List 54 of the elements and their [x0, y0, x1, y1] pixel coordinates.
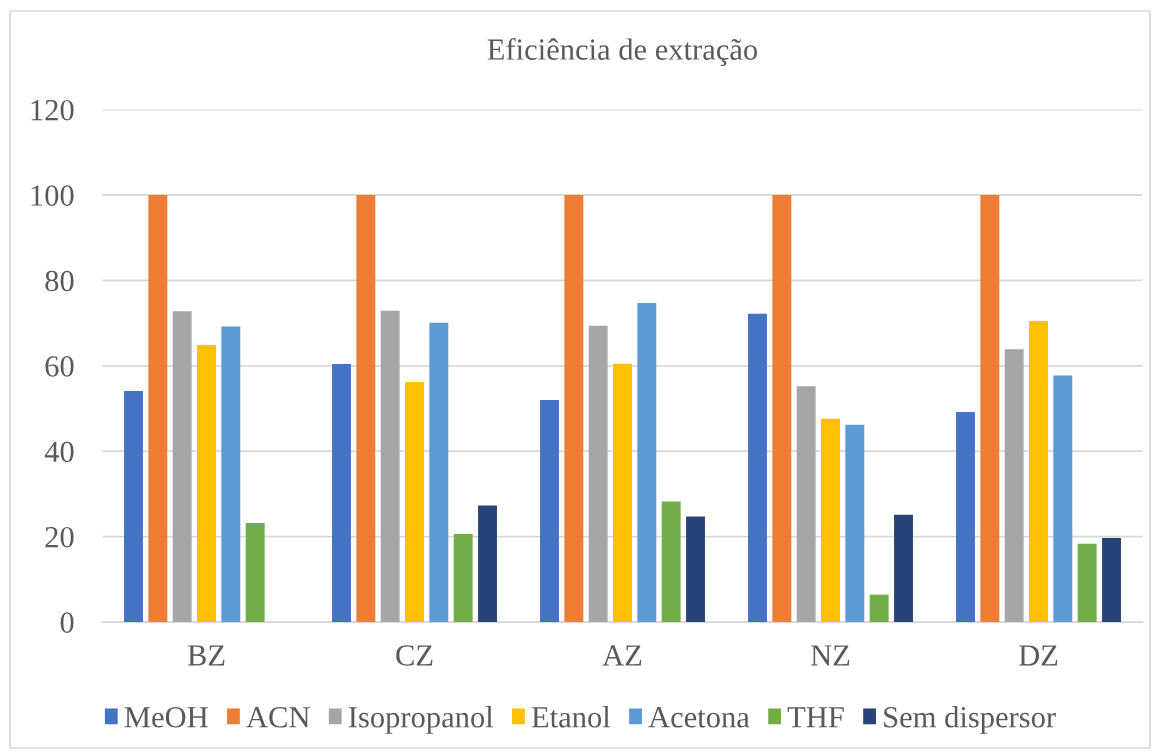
legend-label: MeOH — [124, 707, 208, 728]
x-tick-label: AZ — [602, 645, 642, 666]
bar — [894, 514, 913, 622]
bar — [429, 322, 449, 622]
bar — [1102, 537, 1121, 622]
y-tick-label: 80 — [45, 270, 74, 292]
bar — [1053, 375, 1073, 622]
bar — [148, 195, 168, 622]
bar — [405, 382, 424, 622]
y-tick-label: 120 — [31, 99, 74, 121]
legend-label: Etanol — [531, 706, 611, 728]
chart-title: Eficiência de extração — [487, 38, 758, 67]
legend-label: THF — [787, 707, 844, 728]
bar — [588, 325, 608, 622]
bar — [613, 363, 632, 622]
bar — [637, 303, 657, 622]
x-tick-label: BZ — [187, 645, 225, 666]
bar — [453, 534, 473, 622]
bar — [564, 195, 584, 622]
legend-label: Acetona — [648, 707, 750, 728]
y-tick-label: 40 — [44, 441, 74, 463]
bar — [796, 386, 816, 622]
bar — [1004, 349, 1024, 622]
bar — [845, 424, 865, 622]
bar — [980, 195, 1000, 622]
bar — [245, 522, 265, 622]
y-tick-label: 0 — [60, 612, 74, 633]
bar — [821, 418, 840, 622]
legend-label: Sem dispersor — [884, 706, 1056, 734]
x-tick-label: DZ — [1019, 645, 1058, 666]
bar — [356, 195, 376, 622]
bar — [332, 364, 351, 622]
bar — [197, 344, 216, 622]
legend-label: ACN — [246, 707, 310, 728]
bar — [956, 411, 975, 622]
bar — [686, 516, 705, 622]
y-tick-label: 100 — [31, 185, 74, 206]
y-tick-label: 20 — [45, 526, 74, 548]
bar — [1029, 320, 1048, 622]
bar — [869, 594, 889, 622]
bar — [380, 310, 400, 622]
y-tick-label: 60 — [45, 356, 74, 377]
bar — [124, 390, 143, 622]
bar — [172, 311, 192, 622]
bar — [1077, 543, 1097, 622]
bar — [478, 505, 497, 622]
x-tick-label: NZ — [811, 645, 850, 666]
bar — [540, 399, 559, 622]
legend-label: Isopropanol — [348, 706, 494, 734]
x-tick-label: CZ — [396, 645, 433, 666]
bar — [661, 501, 681, 622]
bar — [221, 326, 241, 622]
bar — [772, 195, 792, 622]
bar — [748, 313, 767, 622]
